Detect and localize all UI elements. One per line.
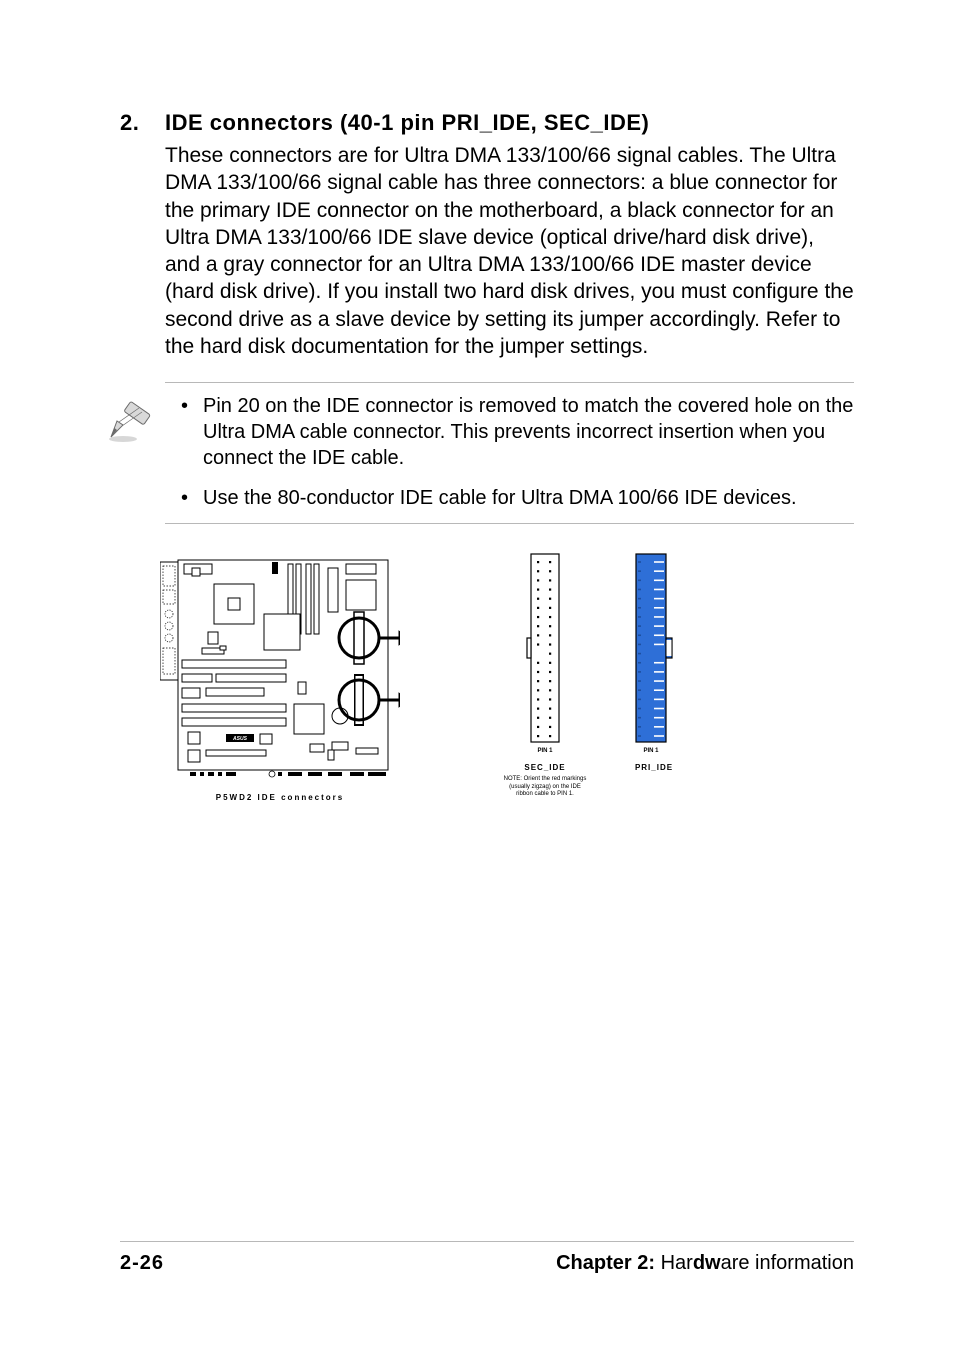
note-block: Pin 20 on the IDE connector is removed t… xyxy=(165,382,854,524)
sec-ide-note: NOTE: Orient the red markings (usually z… xyxy=(500,776,590,798)
chapter-title-part: Har xyxy=(655,1252,693,1274)
connector-pinouts: PIN 1 SEC_IDE NOTE: Orient the red marki… xyxy=(500,550,678,798)
page-number: 2-26 xyxy=(120,1252,164,1275)
svg-text:PIN 1: PIN 1 xyxy=(537,748,553,754)
sec-ide-connector: PIN 1 SEC_IDE NOTE: Orient the red marki… xyxy=(500,550,590,798)
section-body: IDE connectors (40-1 pin PRI_IDE, SEC_ID… xyxy=(165,110,854,360)
section-heading: IDE connectors (40-1 pin PRI_IDE, SEC_ID… xyxy=(165,110,854,136)
section-paragraph: These connectors are for Ultra DMA 133/1… xyxy=(165,142,854,360)
chapter-title-part: are information xyxy=(721,1252,854,1274)
chapter-title-part: dw xyxy=(693,1252,721,1274)
svg-text:PIN 1: PIN 1 xyxy=(643,748,659,754)
chapter-label: Chapter 2: xyxy=(556,1252,655,1274)
motherboard-caption: P5WD2 IDE connectors xyxy=(160,793,400,802)
pencil-icon xyxy=(105,397,153,445)
note-item: Pin 20 on the IDE connector is removed t… xyxy=(173,393,854,471)
chapter-title: Chapter 2: Hardware information xyxy=(556,1252,854,1275)
page: 2. IDE connectors (40-1 pin PRI_IDE, SEC… xyxy=(0,0,954,1351)
pri-ide-connector: PIN 1 PRI_IDE xyxy=(630,550,678,798)
pri-ide-label: PRI_IDE xyxy=(630,763,678,772)
section-number: 2. xyxy=(120,110,165,136)
svg-text:ASUS: ASUS xyxy=(232,736,248,742)
note-list: Pin 20 on the IDE connector is removed t… xyxy=(173,393,854,511)
section: 2. IDE connectors (40-1 pin PRI_IDE, SEC… xyxy=(120,110,854,360)
page-footer: 2-26 Chapter 2: Hardware information xyxy=(120,1241,854,1275)
sec-ide-label: SEC_IDE xyxy=(500,763,590,772)
motherboard-diagram: ASUS xyxy=(160,554,400,802)
diagram-area: ASUS xyxy=(160,554,854,802)
note-item: Use the 80-conductor IDE cable for Ultra… xyxy=(173,485,854,511)
